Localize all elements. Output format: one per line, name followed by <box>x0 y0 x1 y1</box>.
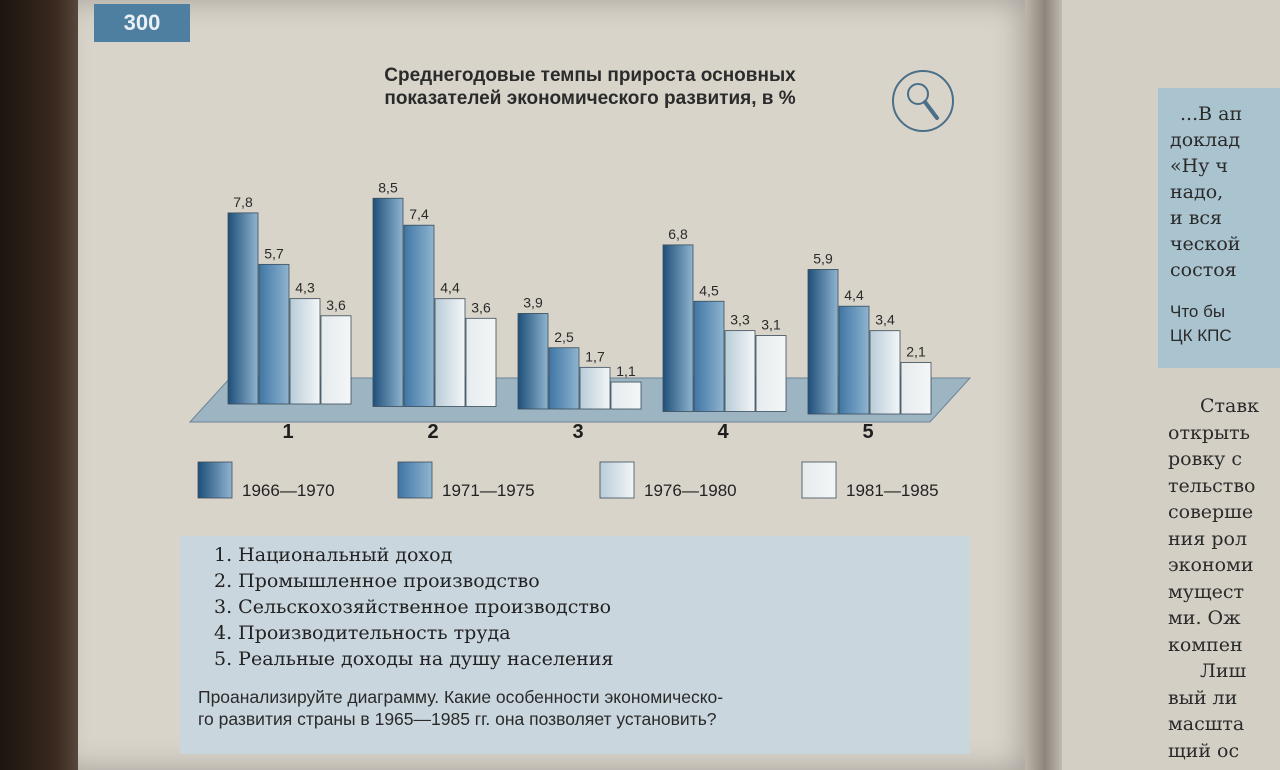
category-label: 4 <box>717 421 729 443</box>
bar-value-label: 6,8 <box>668 226 688 242</box>
legend-swatch <box>197 461 233 499</box>
bar-value-label: 7,8 <box>233 194 253 210</box>
quote-line: «Ну ч <box>1170 155 1228 177</box>
bar-value-label: 5,7 <box>264 245 284 261</box>
bar-4-1 <box>662 244 694 412</box>
magnifier-icon <box>892 70 954 132</box>
bar-value-label: 3,3 <box>730 312 750 328</box>
bar-3-4 <box>610 381 642 410</box>
body-line: Ставк <box>1200 395 1259 417</box>
body-line: масшта <box>1168 713 1245 735</box>
legend-swatch <box>397 461 433 499</box>
body-line: ровку с <box>1168 448 1243 470</box>
chart-title-line-1: Среднегодовые темпы прироста основных <box>384 65 796 86</box>
category-labels: 1 2 3 4 5 <box>282 421 873 443</box>
body-line: мущест <box>1168 580 1245 603</box>
body-line: открыть <box>1168 421 1250 444</box>
quote-question-line: ЦК КПС <box>1170 326 1232 345</box>
bar-3-2 <box>548 347 580 410</box>
legend: 1966—1970 1971—1975 1976—1980 1981—1985 <box>197 461 939 500</box>
bar-1-2 <box>258 263 290 405</box>
bar-value-label: 3,1 <box>761 317 781 333</box>
bar-value-label: 8,5 <box>378 179 398 195</box>
quote-line: ческой <box>1170 233 1241 255</box>
bar-value-label: 3,6 <box>326 297 346 313</box>
bar-value-label: 4,4 <box>844 287 864 303</box>
indicator-item: 4. Производительность труда <box>214 622 511 644</box>
quote-line: доклад <box>1170 129 1241 151</box>
question-line: го развития страны в 1965—1985 гг. она п… <box>198 709 717 729</box>
legend-swatch <box>599 461 635 499</box>
bar-2-2 <box>403 224 435 407</box>
body-line: Лиш <box>1200 660 1247 682</box>
book-gutter <box>1025 0 1065 770</box>
legend-label: 1966—1970 <box>242 481 335 500</box>
book-spine <box>0 0 80 770</box>
bars-group: 7,8 5,7 4,3 3,6 8,5 7,4 4,4 3,6 3,9 2,5 1,7 1,1 6,8 4… <box>227 179 932 415</box>
legend-label: 1971—1975 <box>442 481 535 500</box>
indicator-item: 2. Промышленное производство <box>214 570 540 592</box>
bar-5-1 <box>807 269 839 415</box>
chart-title: Среднегодовые темпы прироста основных по… <box>290 64 890 110</box>
bar-value-label: 4,4 <box>440 280 460 296</box>
indicator-list: 1. Национальный доход 2. Промышленное пр… <box>214 542 613 672</box>
bar-value-label: 3,6 <box>471 299 491 315</box>
chart-title-line-2: показателей экономического развития, в % <box>384 88 796 109</box>
bar-value-label: 5,9 <box>813 250 833 266</box>
quote-line: ...В ап <box>1180 103 1243 125</box>
bar-1-4 <box>320 315 352 405</box>
category-label: 2 <box>427 421 438 443</box>
bar-value-label: 2,1 <box>906 344 926 360</box>
quote-line: надо, <box>1170 181 1224 203</box>
body-line: вый ли <box>1168 686 1238 709</box>
bar-value-label: 1,7 <box>585 348 605 364</box>
indicator-item: 5. Реальные доходы на душу населения <box>214 648 614 670</box>
legend-box <box>180 536 970 754</box>
bar-2-4 <box>465 317 497 407</box>
legend-label: 1981—1985 <box>846 481 939 500</box>
body-line: ми. Ож <box>1168 607 1241 629</box>
category-label: 3 <box>572 421 583 443</box>
bar-value-label: 3,9 <box>523 294 543 310</box>
body-line: компен <box>1168 633 1243 656</box>
body-line: соверше <box>1168 501 1254 523</box>
page-number: 300 <box>94 4 190 42</box>
quote-box <box>1158 88 1280 368</box>
category-label: 5 <box>862 421 873 443</box>
bar-2-3 <box>434 298 466 407</box>
bar-5-2 <box>838 305 870 415</box>
bar-value-label: 3,4 <box>875 312 895 328</box>
legend-swatch <box>801 461 837 499</box>
bar-5-3 <box>869 330 901 415</box>
bar-4-3 <box>724 330 756 412</box>
bar-value-label: 2,5 <box>554 329 574 345</box>
body-line: тельство <box>1168 474 1256 497</box>
bar-3-3 <box>579 366 611 410</box>
bar-4-2 <box>693 300 725 412</box>
bar-2-1 <box>372 197 404 407</box>
quote-line: состоя <box>1170 259 1237 281</box>
legend-label: 1976—1980 <box>644 481 737 500</box>
quote-line: и вся <box>1170 207 1223 229</box>
bar-value-label: 4,5 <box>699 282 719 298</box>
bar-5-4 <box>900 362 932 415</box>
question-text: Проанализируйте диаграмму. Какие особенн… <box>198 686 958 730</box>
bar-1-1 <box>227 212 259 405</box>
bar-value-label: 1,1 <box>616 363 636 379</box>
indicator-item: 1. Национальный доход <box>214 544 453 566</box>
bar-chart: 7,8 5,7 4,3 3,6 8,5 7,4 4,4 3,6 3,9 2,5 1,7 1,1 6,8 4… <box>188 179 972 500</box>
category-label: 1 <box>282 421 293 443</box>
bar-1-3 <box>289 298 321 405</box>
bar-value-label: 7,4 <box>409 206 429 222</box>
question-line: Проанализируйте диаграмму. Какие особенн… <box>198 687 724 707</box>
indicator-item: 3. Сельскохозяйственное производство <box>214 596 612 618</box>
bar-4-4 <box>755 335 787 412</box>
body-line: ния рол <box>1168 527 1248 550</box>
bar-value-label: 4,3 <box>295 280 315 296</box>
quote-question-line: Что бы <box>1170 302 1226 321</box>
bar-3-1 <box>517 313 549 410</box>
body-line: экономи <box>1168 554 1254 576</box>
body-line: щий ос <box>1168 739 1240 762</box>
